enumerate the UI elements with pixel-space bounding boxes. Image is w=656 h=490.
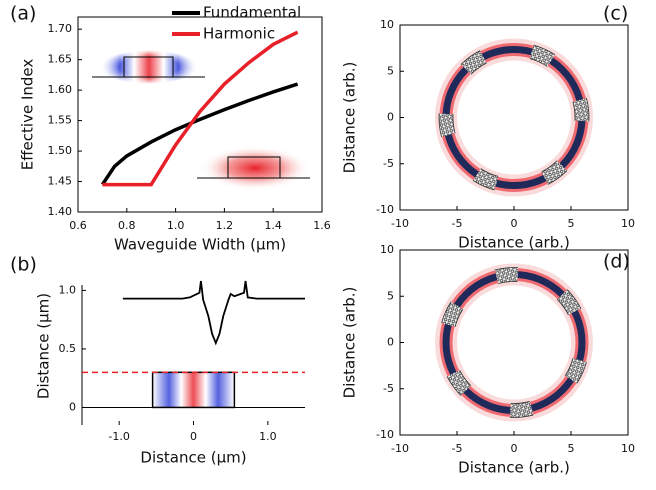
y-tick-label: 1.50: [48, 144, 73, 157]
x-tick-label: 5: [568, 217, 575, 230]
hatched-segments: [439, 42, 589, 193]
series-line: [102, 30, 299, 187]
y-tick-label: -10: [376, 203, 394, 216]
y-tick-label: 5: [387, 64, 394, 77]
y-tick-label: 10: [380, 243, 394, 256]
panel-label: (c): [603, 3, 628, 25]
y-tick-label: 1.0: [59, 283, 77, 296]
y-tick-label: 0: [387, 336, 394, 349]
x-tick-label: 10: [621, 442, 635, 455]
x-tick-label: 0.6: [69, 219, 87, 232]
series-line: [122, 280, 305, 346]
panel-label: (d): [603, 251, 630, 273]
series-line: [100, 82, 299, 186]
y-tick-label: 1.65: [48, 53, 73, 66]
x-tick-label: 1.0: [167, 219, 185, 232]
y-axis-title: Distance (arb.): [341, 62, 359, 174]
x-tick-label: -10: [391, 217, 409, 230]
x-tick-label: -1.0: [108, 430, 129, 443]
y-tick-label: 5: [387, 289, 394, 302]
panel-label: (a): [10, 3, 36, 25]
x-tick-label: 0.8: [118, 219, 136, 232]
segment-outline: [438, 267, 590, 418]
segment-outline: [438, 42, 590, 193]
panel: (a) 0.6 0.8 1.0 1.2 1.4 1.6 1.40 1.45 1.50 1.55 1.6…: [10, 3, 331, 254]
x-axis-title: Distance (arb.): [458, 459, 570, 477]
hatched-segments: [439, 267, 589, 418]
y-tick-label: 0: [387, 111, 394, 124]
y-tick-label: 1.40: [48, 205, 73, 218]
x-tick-label: -5: [452, 442, 463, 455]
panel: (d) -10 -5 0 5 10 -10 -5 0 5 10 Distance (arb.) Dist…: [341, 243, 636, 477]
x-tick-label: -10: [391, 442, 409, 455]
y-tick-label: 10: [380, 18, 394, 31]
x-tick-label: 1.6: [313, 219, 331, 232]
legend-label: Harmonic: [203, 25, 275, 43]
y-tick-label: 0.5: [59, 342, 77, 355]
y-tick-label: -5: [383, 382, 394, 395]
y-tick-label: 0: [69, 400, 76, 413]
x-tick-label: -5: [452, 217, 463, 230]
y-tick-label: 1.45: [48, 175, 73, 188]
x-axis-title: Distance (arb.): [458, 234, 570, 252]
ring: [442, 271, 586, 414]
x-axis-title: Waveguide Width (µm): [114, 236, 286, 254]
x-tick-label: 0: [511, 442, 518, 455]
axes-frame: [77, 16, 323, 213]
y-axis-title: Distance (arb.): [341, 287, 359, 399]
y-tick-label: 1.60: [48, 83, 73, 96]
legend-label: Fundamental: [203, 4, 301, 22]
y-axis-title: Distance (µm): [35, 293, 53, 399]
x-tick-label: 1.4: [264, 219, 282, 232]
panel: (c) -10 -5 0 5 10 -10 -5 0 5 10 Distance (arb.) Dist…: [341, 3, 636, 252]
segment-outline: [452, 281, 576, 404]
y-tick-label: 1.55: [48, 114, 73, 127]
ring: [442, 46, 586, 189]
panel-label: (b): [10, 254, 37, 276]
y-axis-title: Effective Index: [19, 59, 37, 171]
mode-insets: [92, 50, 310, 190]
y-tick-label: 1.70: [48, 22, 73, 35]
y-tick-label: -5: [383, 157, 394, 170]
x-tick-label: 0: [511, 217, 518, 230]
x-axis-title: Distance (µm): [140, 449, 246, 467]
panel: (b) -1.0 0 1.0 0 0.5 1.0 Distance (µm) Distance …: [10, 254, 305, 467]
x-tick-label: 5: [568, 442, 575, 455]
x-tick-label: 10: [621, 217, 635, 230]
waveguide-field: [152, 372, 235, 408]
x-tick-label: 1.2: [216, 219, 234, 232]
y-tick-label: -10: [376, 428, 394, 441]
x-tick-label: 1.0: [259, 430, 277, 443]
x-tick-label: 0: [190, 430, 197, 443]
